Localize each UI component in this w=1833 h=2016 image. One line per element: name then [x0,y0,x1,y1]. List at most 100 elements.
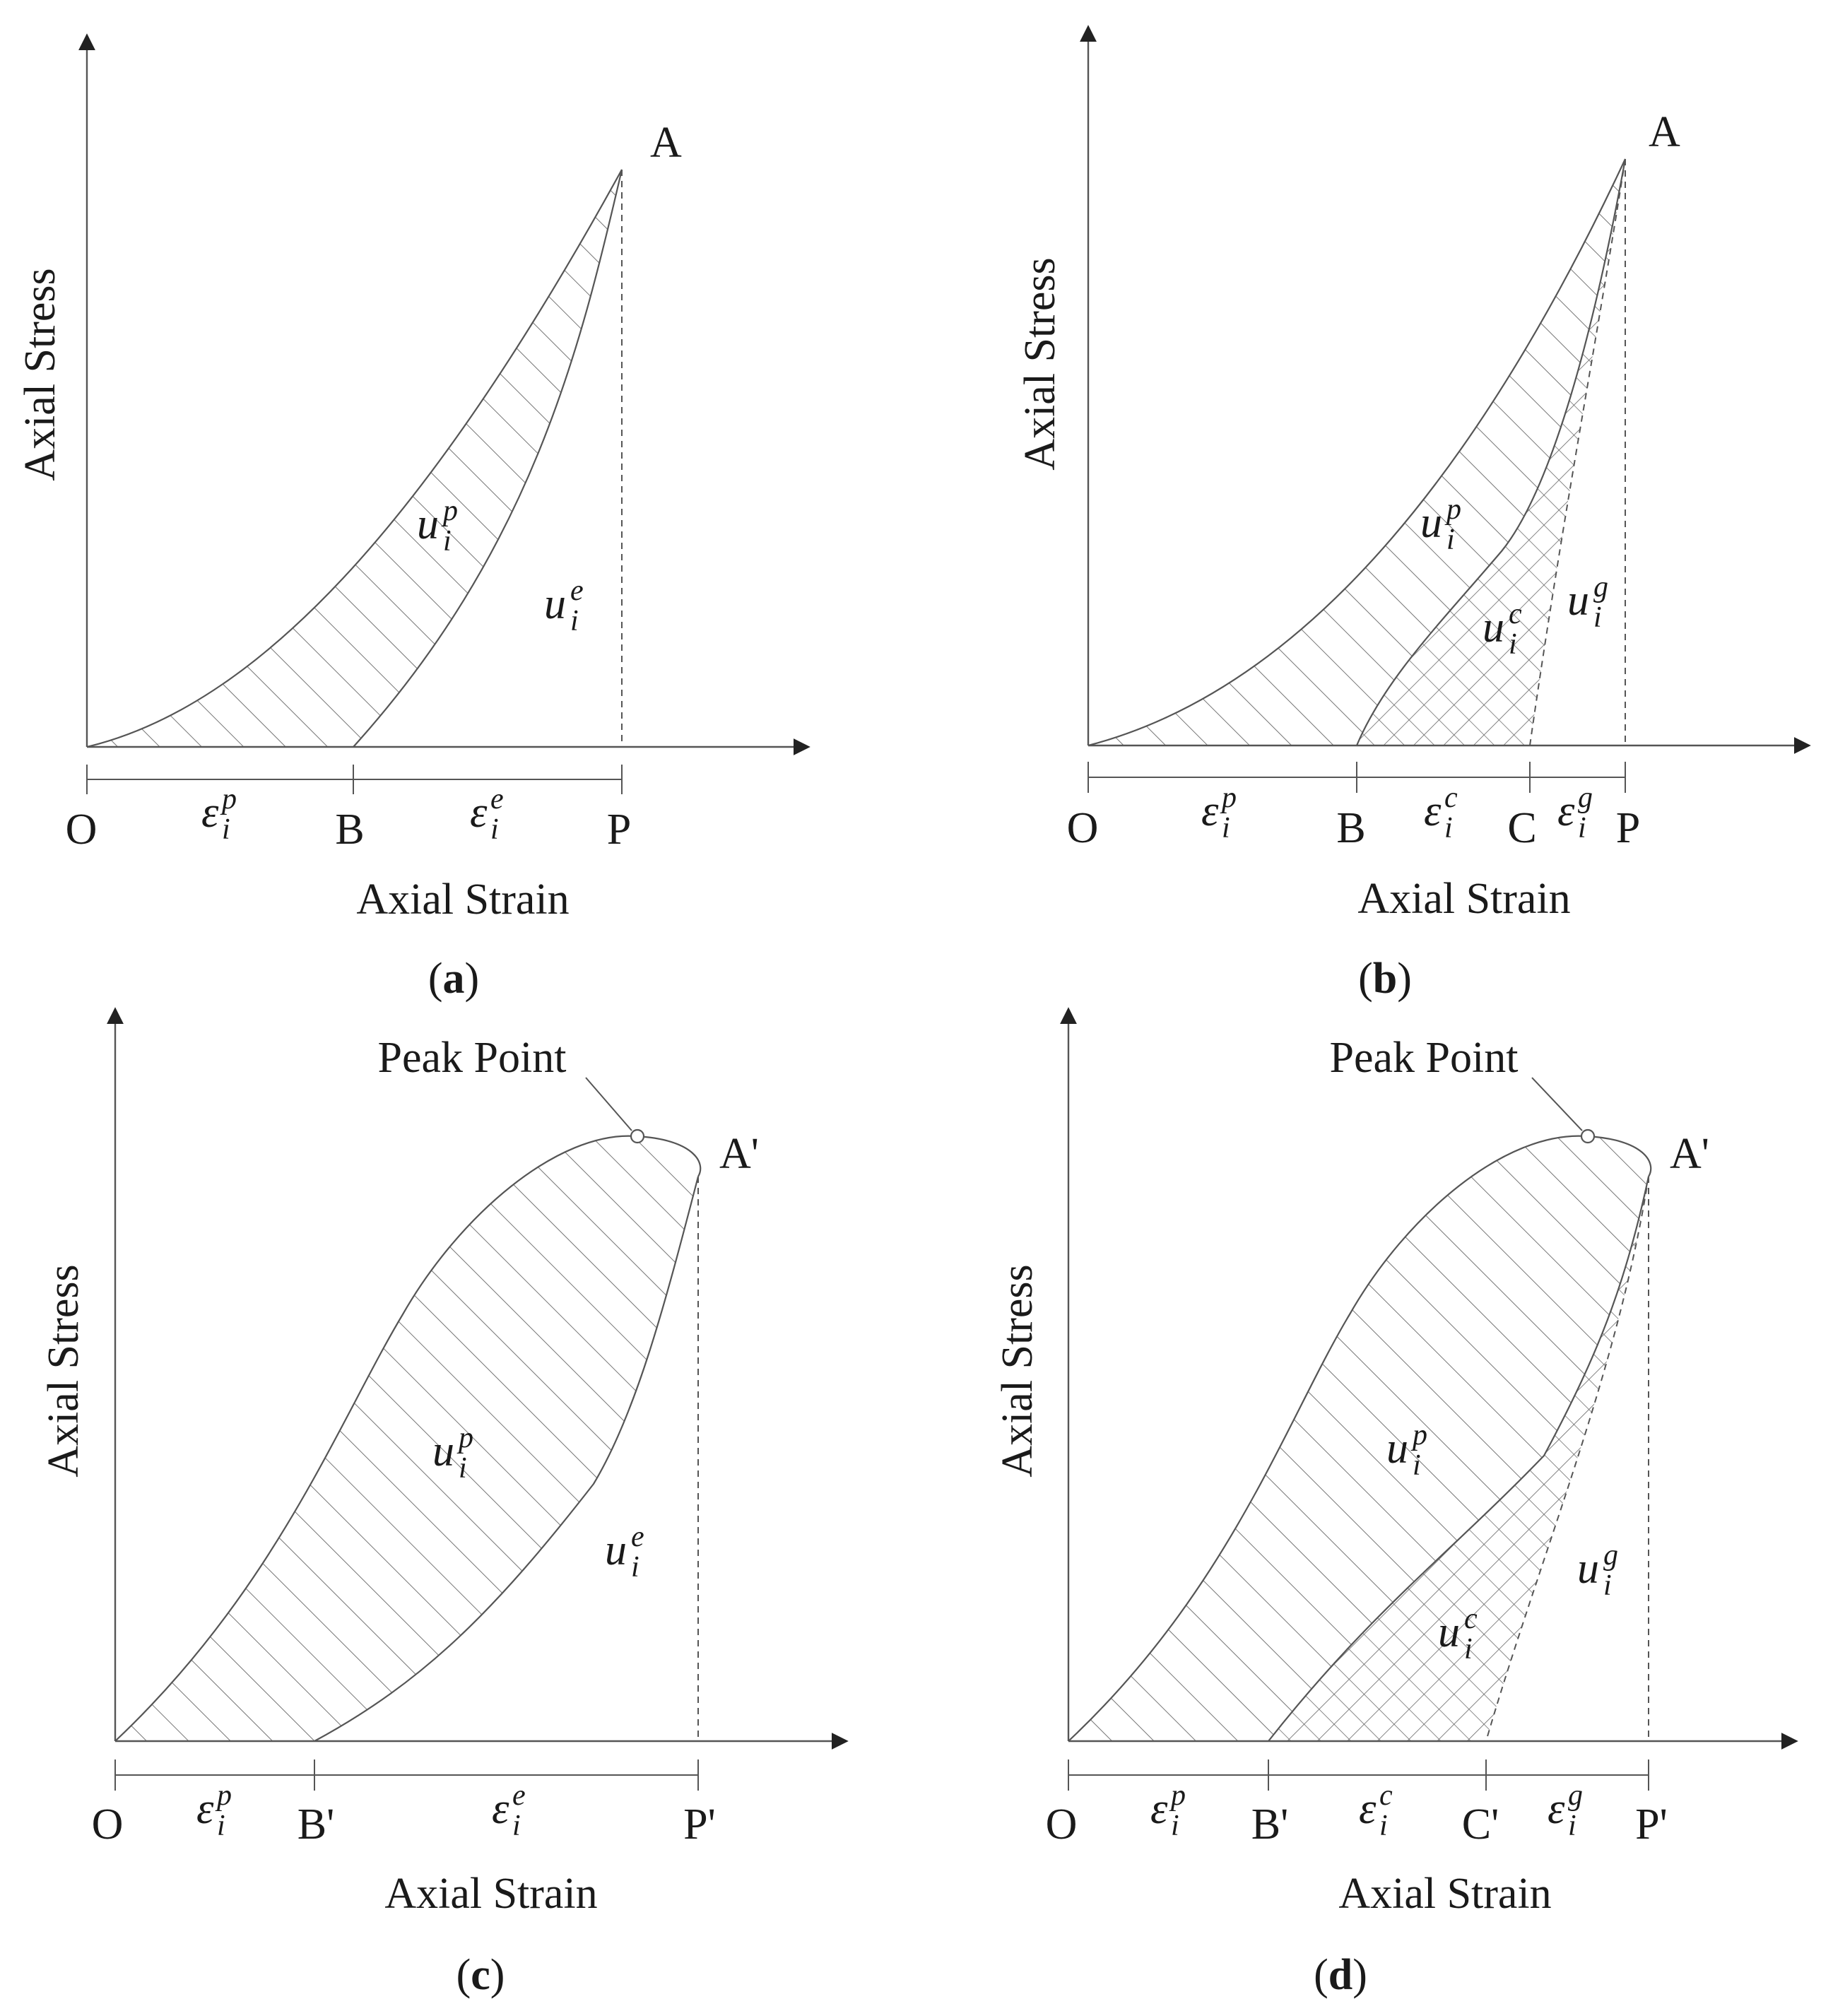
peak-point-label: Peak Point [1330,1034,1519,1082]
svg-text:i: i [512,1810,521,1842]
x-axis-label: Axial Strain [384,1870,597,1918]
point-b-label: B' [297,1800,335,1849]
svg-text:g: g [1568,1779,1583,1812]
residual-energy-symbol: u g i [1567,571,1608,634]
peak-label: A [650,119,682,167]
crack-energy-symbol: u c i [1483,598,1522,661]
panel-caption: (d) [1314,1951,1367,1999]
svg-text:i: i [490,813,499,846]
unloading-curve [353,169,623,748]
svg-text:i: i [1568,1810,1576,1842]
peak-label: A [1649,108,1680,156]
peak-point-leader [1531,1077,1583,1131]
point-p-label: P [1616,804,1640,852]
damage-dashed-line [1529,158,1626,746]
x-axis-label: Axial Strain [1357,875,1570,923]
svg-text:ε: ε [470,789,488,837]
x-axis-label: Axial Strain [1338,1870,1551,1918]
peak-label: A' [719,1130,759,1178]
peak-point-marker [630,1128,645,1144]
point-c-label: C' [1462,1800,1499,1849]
unloading-curve [314,1176,700,1742]
svg-text:i: i [631,1551,640,1584]
loading-curve [1088,158,1626,747]
svg-text:u: u [544,580,566,628]
residual-energy-symbol: u g i [1577,1539,1618,1602]
svg-text:c: c [1444,782,1458,814]
svg-text:u: u [1567,577,1589,625]
plastic-strain-symbol: ε p i [196,1779,232,1842]
y-axis-label: Axial Stress [40,1264,88,1477]
plastic-energy-region [115,1136,701,1741]
plastic-energy-symbol: u p i [432,1422,473,1485]
damage-dashed-line [1485,1176,1649,1742]
point-o-label: O [1046,1800,1078,1849]
crack-energy-symbol: u c i [1438,1603,1478,1666]
svg-text:g: g [1603,1539,1618,1572]
svg-text:p: p [456,1422,473,1454]
y-axis-label: Axial Stress [1016,257,1064,470]
svg-text:i: i [459,1452,467,1485]
panel-c: Peak Point A' O B' P' Axial Strain Axial… [40,1007,849,1999]
crack-energy-region [1268,1177,1649,1741]
svg-text:i: i [1171,1810,1179,1842]
svg-text:i: i [1509,628,1517,661]
svg-text:ε: ε [1548,1785,1565,1833]
point-c-label: C [1507,804,1536,852]
svg-text:p: p [441,495,458,527]
svg-text:i: i [570,605,579,637]
elastic-energy-symbol: u e i [605,1521,644,1584]
panel-b: A O B C P Axial Strain Axial Stress (b) … [1016,25,1811,1003]
panel-d: Peak Point A' O B' C' P' Axial Strain Ax… [994,1007,1798,1999]
strain-dimension-line [1088,762,1626,793]
svg-text:i: i [1603,1569,1612,1602]
loading-curve [1068,1135,1652,1742]
point-o-label: O [92,1800,124,1849]
crack-strain-symbol: ε c i [1359,1779,1393,1842]
elastic-strain-symbol: ε e i [492,1779,526,1842]
svg-text:i: i [1413,1449,1421,1482]
point-o-label: O [66,806,98,854]
residual-strain-symbol: ε g i [1548,1779,1583,1842]
point-b-label: B' [1251,1800,1289,1849]
elastic-strain-symbol: ε e i [470,783,504,846]
svg-text:i: i [1593,601,1602,634]
point-p-label: P [607,806,631,854]
panel-caption: (b) [1358,955,1412,1003]
point-p-label: P' [683,1800,716,1849]
strain-dimension-line [114,1759,699,1791]
loading-curve [86,169,623,748]
svg-text:ε: ε [1201,787,1219,835]
svg-text:c: c [1509,598,1522,630]
svg-text:c: c [1464,1603,1478,1635]
svg-text:u: u [417,500,439,548]
y-axis-label: Axial Stress [994,1264,1042,1477]
plastic-energy-symbol: u p i [1386,1419,1427,1482]
plastic-energy-region [1088,159,1625,745]
svg-text:e: e [631,1521,644,1553]
crack-strain-symbol: ε c i [1424,782,1458,844]
svg-text:i: i [443,525,452,558]
peak-point-leader [585,1077,632,1131]
unloading-curve [1268,1176,1650,1742]
peak-point-label: Peak Point [378,1034,567,1082]
svg-text:i: i [1578,812,1586,844]
plastic-strain-symbol: ε p i [201,783,237,846]
svg-text:i: i [222,813,230,846]
svg-text:p: p [220,783,237,815]
svg-text:i: i [1446,524,1455,556]
unloading-curve [1355,158,1627,746]
svg-text:u: u [1483,603,1504,652]
plastic-energy-region [1068,1136,1651,1741]
svg-text:p: p [1444,493,1461,526]
svg-text:g: g [1593,571,1608,603]
svg-text:ε: ε [492,1785,509,1833]
plastic-energy-symbol: u p i [417,495,458,558]
panel-caption: (a) [428,955,479,1003]
svg-text:i: i [1379,1810,1388,1842]
svg-text:ε: ε [1557,787,1575,835]
panel-caption: (c) [456,1951,505,1999]
svg-text:i: i [217,1810,225,1842]
svg-text:p: p [1220,782,1237,814]
strain-dimension-line [1068,1759,1649,1791]
